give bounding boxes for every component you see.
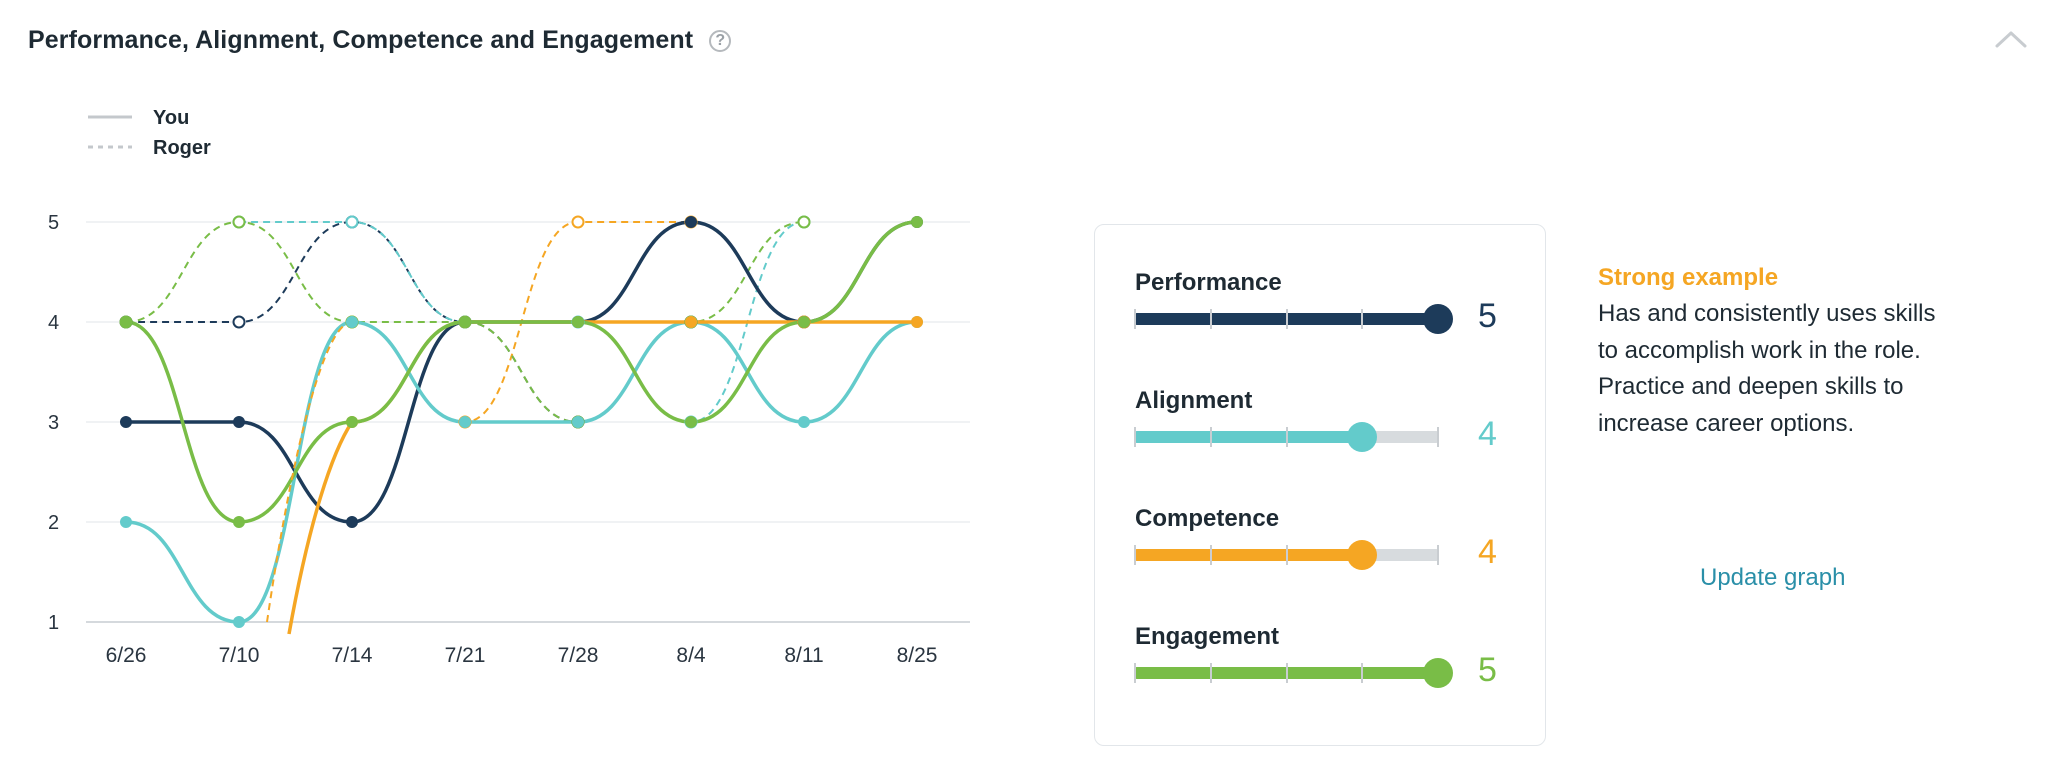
x-tick-label: 7/14 bbox=[332, 644, 373, 667]
x-tick-label: 7/10 bbox=[219, 644, 260, 667]
data-point-hollow bbox=[232, 315, 246, 329]
metric-label: Competence bbox=[1135, 505, 1280, 532]
y-tick-label: 5 bbox=[48, 212, 59, 234]
slider-tick bbox=[1437, 427, 1439, 447]
slider-fill bbox=[1135, 431, 1363, 443]
slider-tick bbox=[1285, 427, 1288, 447]
x-tick-label: 8/11 bbox=[784, 644, 823, 667]
data-point bbox=[572, 416, 584, 428]
metric-engagement: Engagement 5 bbox=[1134, 623, 1515, 689]
data-point bbox=[346, 416, 358, 428]
data-point bbox=[233, 516, 245, 528]
slider-tick bbox=[1285, 545, 1288, 565]
slider-tick bbox=[1285, 309, 1288, 329]
y-axis: 1 2 3 4 5 bbox=[48, 212, 59, 634]
series-line-dashed-entry bbox=[266, 321, 353, 623]
slider-tick bbox=[1285, 663, 1288, 683]
slider-handle[interactable] bbox=[1423, 658, 1453, 688]
update-graph-link[interactable]: Update graph bbox=[1700, 564, 1846, 591]
data-point bbox=[233, 616, 245, 628]
y-tick-label: 2 bbox=[48, 512, 59, 534]
legend-label-roger: Roger bbox=[153, 137, 211, 159]
y-tick-label: 3 bbox=[48, 412, 59, 434]
data-point bbox=[685, 416, 697, 428]
rating-description: Strong example Has and consistently uses… bbox=[1598, 264, 1958, 442]
slider-handle[interactable] bbox=[1347, 422, 1378, 452]
metrics-panel: Performance 5 Alignment 4 Competence 4 Engagem… bbox=[1094, 224, 1546, 746]
x-tick-label: 6/26 bbox=[106, 644, 147, 667]
metric-competence: Competence 4 bbox=[1134, 505, 1515, 571]
data-point bbox=[685, 216, 697, 228]
series-line bbox=[125, 320, 918, 624]
chart-legend: You Roger bbox=[88, 107, 211, 159]
slider-tick bbox=[1209, 663, 1212, 683]
metric-performance: Performance 5 bbox=[1134, 269, 1515, 335]
slider-tick bbox=[1437, 545, 1439, 565]
x-tick-label: 8/25 bbox=[897, 644, 938, 667]
slider-tick bbox=[1134, 309, 1136, 329]
data-point bbox=[685, 316, 697, 328]
metric-alignment: Alignment 4 bbox=[1134, 387, 1515, 453]
slider-tick bbox=[1361, 309, 1364, 329]
data-point bbox=[572, 316, 584, 328]
slider-track[interactable] bbox=[1134, 658, 1453, 688]
data-point bbox=[798, 416, 810, 428]
data-point bbox=[911, 316, 923, 328]
section-header: Performance, Alignment, Competence and E… bbox=[28, 26, 732, 55]
x-tick-label: 8/4 bbox=[676, 644, 706, 667]
slider-tick bbox=[1134, 545, 1136, 565]
data-point bbox=[120, 416, 132, 428]
help-icon[interactable]: ? bbox=[709, 29, 732, 52]
chart-plot bbox=[119, 215, 923, 635]
data-point-hollow bbox=[797, 215, 811, 229]
slider-handle[interactable] bbox=[1423, 304, 1453, 334]
rating-body: Has and consistently uses skills to acco… bbox=[1598, 300, 1936, 437]
data-point bbox=[911, 216, 923, 228]
data-point bbox=[346, 516, 358, 528]
metric-value: 5 bbox=[1478, 297, 1497, 335]
section-title: Performance, Alignment, Competence and E… bbox=[28, 26, 694, 54]
data-point bbox=[459, 416, 471, 428]
x-axis: 6/26 7/10 7/14 7/21 7/28 8/4 8/11 8/25 bbox=[106, 644, 938, 667]
x-tick-label: 7/28 bbox=[558, 644, 599, 667]
metric-label: Alignment bbox=[1135, 387, 1253, 414]
slider-track[interactable] bbox=[1134, 422, 1439, 452]
legend-label-you: You bbox=[153, 107, 189, 129]
y-tick-label: 1 bbox=[48, 612, 59, 634]
slider-tick bbox=[1134, 427, 1136, 447]
metric-value: 4 bbox=[1478, 415, 1497, 453]
y-tick-label: 4 bbox=[48, 312, 59, 334]
slider-fill bbox=[1135, 549, 1363, 561]
slider-tick bbox=[1209, 309, 1212, 329]
metric-value: 4 bbox=[1478, 533, 1497, 571]
data-point bbox=[459, 316, 471, 328]
series-line-entry bbox=[287, 421, 354, 635]
slider-tick bbox=[1209, 545, 1212, 565]
slider-handle[interactable] bbox=[1347, 540, 1378, 570]
slider-tick bbox=[1134, 663, 1136, 683]
slider-track[interactable] bbox=[1134, 304, 1453, 334]
slider-track[interactable] bbox=[1134, 540, 1439, 570]
slider-tick bbox=[1209, 427, 1212, 447]
metric-label: Engagement bbox=[1135, 623, 1280, 650]
data-point-hollow bbox=[345, 215, 359, 229]
data-point bbox=[346, 316, 358, 328]
chevron-up-icon[interactable] bbox=[1991, 24, 2031, 54]
data-point-hollow bbox=[571, 215, 585, 229]
x-tick-label: 7/21 bbox=[445, 644, 486, 667]
metric-value: 5 bbox=[1478, 651, 1497, 689]
data-point-hollow bbox=[232, 215, 246, 229]
rating-title: Strong example bbox=[1598, 264, 1779, 291]
line-chart: You Roger 1 2 3 4 5 6/26 7/10 7/14 7/21 7/28 8/4 8… bbox=[48, 107, 970, 667]
slider-tick bbox=[1361, 663, 1364, 683]
data-point bbox=[120, 516, 132, 528]
data-point bbox=[233, 416, 245, 428]
data-point bbox=[120, 316, 132, 328]
data-point bbox=[798, 316, 810, 328]
metric-label: Performance bbox=[1135, 269, 1282, 296]
